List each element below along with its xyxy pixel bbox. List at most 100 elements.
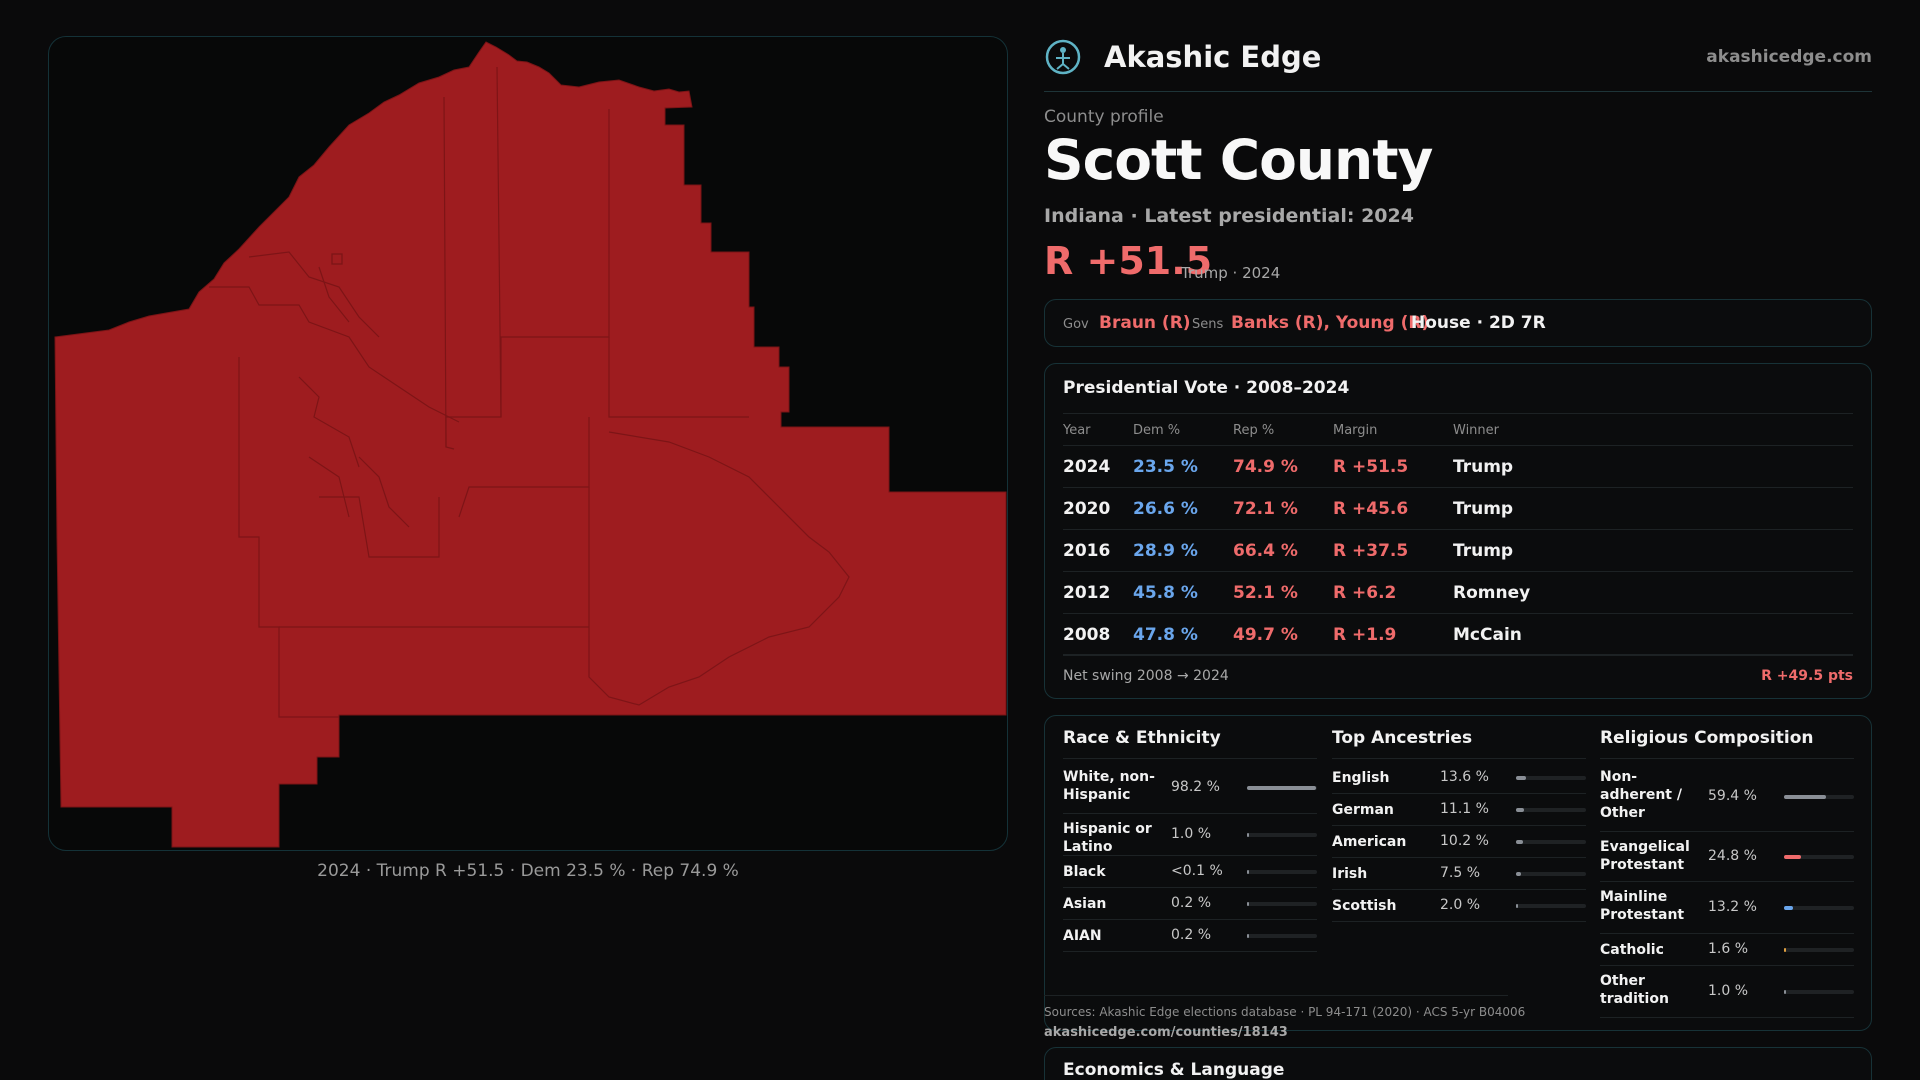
akashic-logo-icon[interactable] xyxy=(1044,38,1082,76)
table-header: Year Dem % Rep % Margin Winner xyxy=(1063,413,1853,445)
row-year: 2012 xyxy=(1063,583,1111,603)
brand-header: Akashic Edge akashicedge.com xyxy=(1044,36,1872,92)
table-row: 2020 26.6 % 72.1 % R +45.6 Trump xyxy=(1063,487,1853,529)
race-ethnicity-title: Race & Ethnicity xyxy=(1063,728,1221,748)
section-divider xyxy=(1332,758,1586,759)
row-rep: 49.7 % xyxy=(1233,625,1298,645)
brand-name[interactable]: Akashic Edge xyxy=(1104,40,1322,74)
ancestry-row: German 11.1 % xyxy=(1332,794,1586,826)
table-row: 2012 45.8 % 52.1 % R +6.2 Romney xyxy=(1063,571,1853,613)
ancestry-row-bar-fill xyxy=(1516,776,1526,780)
row-rep: 72.1 % xyxy=(1233,499,1298,519)
religion-row-percent: 24.8 % xyxy=(1708,848,1757,864)
governor-value: Braun (R) xyxy=(1099,313,1191,333)
race-row-bar-fill xyxy=(1247,934,1249,938)
header-margin: Margin xyxy=(1333,423,1378,438)
net-swing-footer: Net swing 2008 → 2024 R +49.5 pts xyxy=(1063,655,1853,684)
ancestry-row: English 13.6 % xyxy=(1332,762,1586,794)
ancestries-title: Top Ancestries xyxy=(1332,728,1473,748)
senators-label: Sens xyxy=(1192,317,1224,332)
ancestry-row-label: American xyxy=(1332,834,1407,850)
row-margin: R +37.5 xyxy=(1333,541,1409,561)
race-row: Asian 0.2 % xyxy=(1063,888,1317,920)
ancestry-row-bar xyxy=(1516,808,1586,812)
demographics-card: Race & Ethnicity White, non-Hispanic 98.2… xyxy=(1044,715,1872,1031)
religion-row-bar xyxy=(1784,906,1854,910)
religion-row-bar-fill xyxy=(1784,948,1786,952)
race-row-bar xyxy=(1247,902,1317,906)
race-row-label: Black xyxy=(1063,864,1106,880)
ancestry-row-percent: 7.5 % xyxy=(1440,865,1481,881)
ancestry-row-bar-fill xyxy=(1516,904,1518,908)
row-dem: 26.6 % xyxy=(1133,499,1198,519)
section-divider xyxy=(1063,758,1317,759)
ancestry-row-percent: 11.1 % xyxy=(1440,801,1489,817)
race-row-percent: 0.2 % xyxy=(1171,895,1212,911)
race-row-bar xyxy=(1247,870,1317,874)
religion-row-bar-fill xyxy=(1784,855,1802,859)
economics-card: Economics & Language xyxy=(1044,1047,1872,1080)
row-winner: Romney xyxy=(1453,583,1531,603)
race-row-label: Hispanic or Latino xyxy=(1063,821,1152,855)
house-delegation: House · 2D 7R xyxy=(1411,313,1546,333)
sources-text: Sources: Akashic Edge elections database… xyxy=(1044,1005,1526,1019)
race-row-bar-fill xyxy=(1247,870,1249,874)
ancestry-row-label: English xyxy=(1332,770,1390,786)
ancestry-row-label: Scottish xyxy=(1332,898,1397,914)
section-divider xyxy=(1600,758,1854,759)
religion-row-percent: 1.6 % xyxy=(1708,941,1749,957)
ancestry-row-bar-fill xyxy=(1516,808,1524,812)
row-margin: R +6.2 xyxy=(1333,583,1397,603)
net-swing-label: Net swing 2008 → 2024 xyxy=(1063,668,1229,684)
row-margin: R +51.5 xyxy=(1333,457,1409,477)
religion-row-percent: 59.4 % xyxy=(1708,788,1757,804)
officials-card: Gov Braun (R) Sens Banks (R), Young (R) … xyxy=(1044,299,1872,347)
row-dem: 45.8 % xyxy=(1133,583,1198,603)
religion-row: Evangelical Protestant 24.8 % xyxy=(1600,832,1854,882)
ancestry-row: Irish 7.5 % xyxy=(1332,858,1586,890)
row-rep: 74.9 % xyxy=(1233,457,1298,477)
ancestry-row-bar-fill xyxy=(1516,840,1524,844)
row-winner: Trump xyxy=(1453,499,1514,519)
race-row-label: AIAN xyxy=(1063,928,1102,944)
headline-margin: R +51.5 xyxy=(1044,239,1213,283)
religion-row-label: Catholic xyxy=(1600,942,1664,958)
county-map[interactable] xyxy=(49,37,1008,851)
ancestry-row: Scottish 2.0 % xyxy=(1332,890,1586,922)
row-dem: 47.8 % xyxy=(1133,625,1198,645)
row-rep: 66.4 % xyxy=(1233,541,1298,561)
county-url-link[interactable]: akashicedge.com/counties/18143 xyxy=(1044,1025,1288,1040)
county-shape[interactable] xyxy=(54,41,1007,848)
race-row-label: White, non-Hispanic xyxy=(1063,769,1155,803)
row-dem: 28.9 % xyxy=(1133,541,1198,561)
brand-site-link[interactable]: akashicedge.com xyxy=(1706,47,1872,67)
row-year: 2020 xyxy=(1063,499,1111,519)
ancestry-row-percent: 2.0 % xyxy=(1440,897,1481,913)
ancestries-section: Top Ancestries English 13.6 % German 11.1 %… xyxy=(1332,716,1586,1032)
table-row: 2024 23.5 % 74.9 % R +51.5 Trump xyxy=(1063,445,1853,487)
religion-row-bar xyxy=(1784,948,1854,952)
county-profile-panel: Akashic Edge akashicedge.com County prof… xyxy=(1044,0,1872,1080)
precinct-boundaries xyxy=(209,66,850,718)
headline-margin-note: Trump · 2024 xyxy=(1181,264,1281,282)
economics-title: Economics & Language xyxy=(1063,1060,1285,1080)
ancestry-row-bar-fill xyxy=(1516,872,1522,876)
religion-row-bar-fill xyxy=(1784,906,1794,910)
sources-divider xyxy=(1044,995,1508,996)
religion-row-label: Non-adherent / Other xyxy=(1600,769,1682,821)
religion-row-label: Other tradition xyxy=(1600,973,1669,1007)
religion-row-bar xyxy=(1784,795,1854,799)
race-row-bar-fill xyxy=(1247,902,1249,906)
row-year: 2008 xyxy=(1063,625,1111,645)
race-row-percent: 0.2 % xyxy=(1171,927,1212,943)
race-row-bar xyxy=(1247,934,1317,938)
ancestry-row-label: Irish xyxy=(1332,866,1368,882)
table-row: 2016 28.9 % 66.4 % R +37.5 Trump xyxy=(1063,529,1853,571)
senators-value: Banks (R), Young (R) xyxy=(1231,313,1430,333)
county-map-panel[interactable] xyxy=(48,36,1008,851)
precinct-outline xyxy=(331,253,343,265)
religion-row-label: Evangelical Protestant xyxy=(1600,839,1690,873)
race-row-bar xyxy=(1247,786,1317,790)
race-row: AIAN 0.2 % xyxy=(1063,920,1317,952)
religion-section: Religious Composition Non-adherent / Oth… xyxy=(1600,716,1854,1032)
